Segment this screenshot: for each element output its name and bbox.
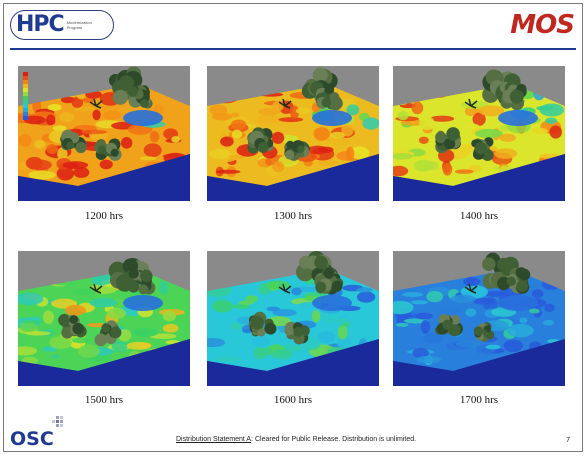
thermal-simulation-render bbox=[18, 251, 190, 386]
page-number: 7 bbox=[566, 437, 570, 444]
panel-caption: 1700 hrs bbox=[459, 394, 499, 406]
thermal-simulation-render bbox=[393, 251, 565, 386]
panel-caption: 1400 hrs bbox=[459, 210, 499, 222]
osc-logo: OSC bbox=[10, 428, 54, 450]
header-divider bbox=[10, 48, 576, 50]
panel-image bbox=[393, 66, 565, 201]
panel-image bbox=[18, 251, 190, 386]
thermal-simulation-render bbox=[18, 66, 190, 201]
hpc-logo-subtext: Modernization Program bbox=[66, 20, 92, 30]
hpc-logo-text: HPC bbox=[16, 12, 65, 37]
mos-logo: MOS bbox=[510, 10, 575, 40]
panel-caption: 1500 hrs bbox=[84, 394, 124, 406]
panel-image bbox=[207, 66, 379, 201]
panel-caption: 1200 hrs bbox=[84, 210, 124, 222]
thermal-simulation-render bbox=[207, 251, 379, 386]
hpc-logo: HPC Modernization Program bbox=[10, 10, 114, 40]
osc-logo-dots bbox=[52, 416, 63, 427]
distribution-statement: Distribution Statement A: Cleared for Pu… bbox=[176, 436, 416, 443]
thermal-simulation-render bbox=[393, 66, 565, 201]
distribution-statement-text: : Cleared for Public Release. Distributi… bbox=[251, 436, 417, 443]
thermal-simulation-render bbox=[207, 66, 379, 201]
panel-image bbox=[207, 251, 379, 386]
slide: HPC Modernization Program MOS 1200 hrs 1… bbox=[3, 3, 583, 452]
panel-image bbox=[393, 251, 565, 386]
panel-caption: 1600 hrs bbox=[273, 394, 313, 406]
distribution-statement-label: Distribution Statement A bbox=[176, 436, 252, 443]
panel-caption: 1300 hrs bbox=[273, 210, 313, 222]
panel-image bbox=[18, 66, 190, 201]
